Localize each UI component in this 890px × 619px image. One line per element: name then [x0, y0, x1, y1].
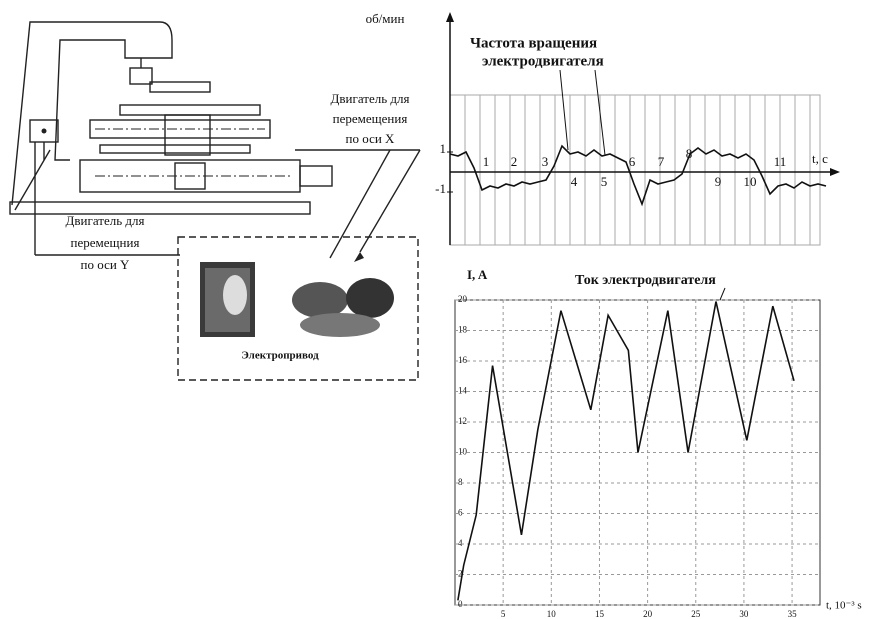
x-tick-label: 10 [547, 609, 557, 619]
label-line: Двигатель для [66, 213, 145, 228]
segment-label: 7 [658, 154, 665, 169]
x-tick-label: 35 [788, 609, 798, 619]
machine-drawing [10, 22, 420, 380]
segment-label: 8 [686, 146, 693, 161]
y-tick-label: 0 [458, 599, 463, 609]
figure: Двигатель для перемещения по оси X Двига… [0, 0, 890, 619]
y-tick-label: 4 [458, 538, 463, 548]
speed-title: Частота вращения [470, 35, 597, 51]
arrow [446, 12, 454, 22]
drive-label: Электропривод [241, 350, 319, 362]
segment-label: 11 [774, 154, 787, 169]
leader [560, 70, 568, 150]
current-title: Ток электродвигателя [575, 273, 716, 288]
segment-label: 10 [744, 174, 757, 189]
label-line: по оси Y [81, 257, 131, 272]
y-motor-label: Двигатель для перемещния по оси Y [66, 213, 145, 272]
segment-label: 5 [601, 174, 608, 189]
segment-label: 4 [571, 174, 578, 189]
speed-title: электродвигателя [482, 53, 604, 69]
x-tick-label: 25 [691, 609, 701, 619]
label-line: перемещения [333, 111, 408, 126]
current-y-label: I, A [467, 267, 488, 282]
current-x-label: t, 10⁻³ s [826, 600, 862, 612]
y-tick-label: 14 [458, 386, 468, 396]
x-motor-label: Двигатель для перемещения по оси X [331, 91, 410, 146]
y-tick-label: 16 [458, 355, 468, 365]
y-tick-label: 12 [458, 416, 467, 426]
segment-label: 3 [542, 154, 549, 169]
speed-y-label: об/мин [366, 11, 405, 26]
x-tick-label: 30 [739, 609, 749, 619]
leader [720, 288, 725, 300]
arrow [830, 168, 840, 176]
y-tick-label: 18 [458, 325, 468, 335]
y-tick-label: 10 [458, 447, 468, 457]
y-tick-label: 20 [458, 294, 468, 304]
x-tick-label: 20 [643, 609, 653, 619]
segment-label: 1 [483, 154, 490, 169]
segment-label: 6 [629, 154, 636, 169]
y-tick-label: -1 [435, 181, 446, 196]
segment-label: 2 [511, 154, 518, 169]
label-line: перемещния [71, 235, 140, 250]
y-tick-label: 6 [458, 508, 463, 518]
x-tick-label: 15 [595, 609, 605, 619]
y-tick-label: 1 [440, 141, 447, 156]
label-line: по оси X [346, 131, 396, 146]
speed-line [450, 146, 826, 204]
segment-label: 9 [715, 174, 722, 189]
y-tick-label: 8 [458, 477, 463, 487]
x-tick-label: 5 [501, 609, 506, 619]
label-line: Двигатель для [331, 91, 410, 106]
